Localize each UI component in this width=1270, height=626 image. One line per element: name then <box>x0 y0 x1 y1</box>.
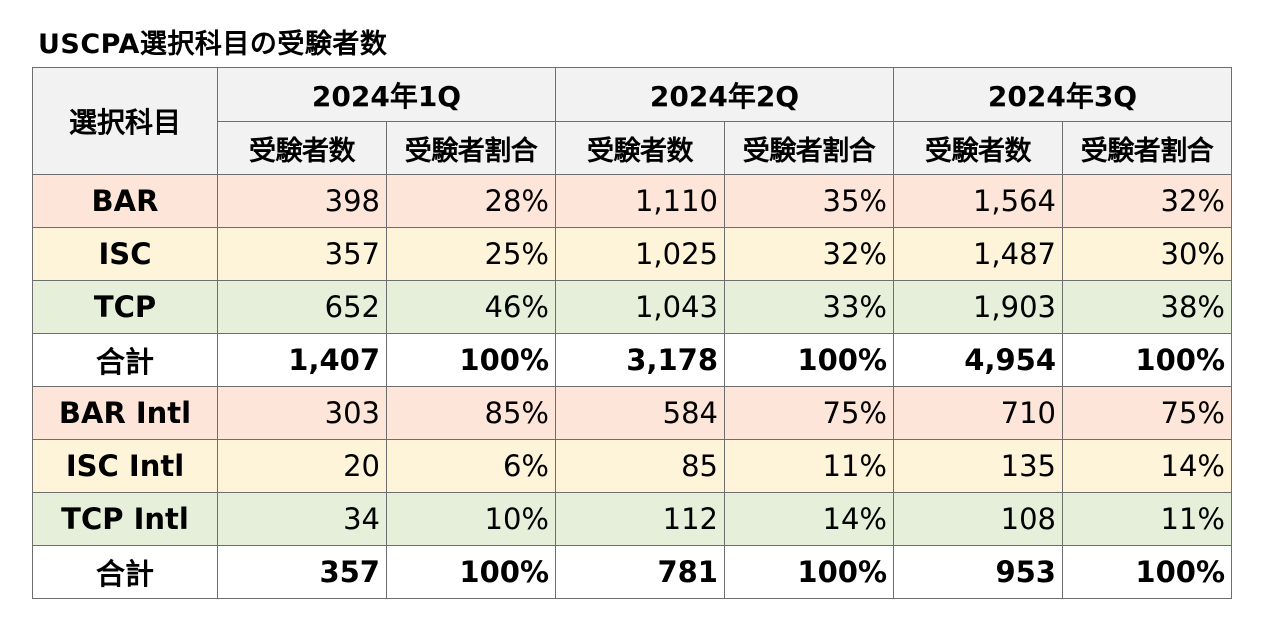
count-cell: 1,903 <box>893 280 1063 334</box>
count-cell: 1,487 <box>893 227 1063 281</box>
table-body: BAR 398 28% 1,110 35% 1,564 32% ISC 357 25% 1,025 3… <box>32 174 1232 599</box>
ratio-cell: 11% <box>1062 492 1232 546</box>
table-row: BAR 398 28% 1,110 35% 1,564 32% <box>32 174 1232 228</box>
ratio-cell: 100% <box>386 545 556 599</box>
ratio-cell: 75% <box>724 386 894 440</box>
count-cell: 3,178 <box>555 333 725 387</box>
table-row: ISC Intl 20 6% 85 11% 135 14% <box>32 439 1232 493</box>
count-cell: 34 <box>217 492 387 546</box>
period-header-cell: 2024年2Q <box>555 67 894 122</box>
count-cell: 953 <box>893 545 1063 599</box>
column-header-cell: 受験者割合 <box>386 121 556 175</box>
count-cell: 357 <box>217 545 387 599</box>
ratio-cell: 30% <box>1062 227 1232 281</box>
row-label-cell: ISC <box>32 227 218 281</box>
row-label-cell: TCP Intl <box>32 492 218 546</box>
count-cell: 1,025 <box>555 227 725 281</box>
row-label-cell: 合計 <box>32 333 218 387</box>
period-header-row: 選択科目 2024年1Q 2024年2Q 2024年3Q <box>32 67 1232 175</box>
table-row: ISC 357 25% 1,025 32% 1,487 30% <box>32 227 1232 281</box>
count-cell: 1,110 <box>555 174 725 228</box>
ratio-cell: 14% <box>1062 439 1232 493</box>
column-header-cell: 受験者数 <box>893 121 1063 175</box>
ratio-cell: 46% <box>386 280 556 334</box>
count-cell: 112 <box>555 492 725 546</box>
count-cell: 20 <box>217 439 387 493</box>
count-cell: 108 <box>893 492 1063 546</box>
ratio-cell: 6% <box>386 439 556 493</box>
row-label-cell: 合計 <box>32 545 218 599</box>
table-row: TCP 652 46% 1,043 33% 1,903 38% <box>32 280 1232 334</box>
count-cell: 584 <box>555 386 725 440</box>
column-header-cell: 受験者割合 <box>724 121 894 175</box>
ratio-cell: 33% <box>724 280 894 334</box>
count-cell: 1,043 <box>555 280 725 334</box>
column-header-row: 受験者数 受験者割合 受験者数 受験者割合 受験者数 受験者割合 <box>33 121 1232 175</box>
ratio-cell: 25% <box>386 227 556 281</box>
row-label-cell: TCP <box>32 280 218 334</box>
ratio-cell: 100% <box>386 333 556 387</box>
count-cell: 781 <box>555 545 725 599</box>
ratio-cell: 85% <box>386 386 556 440</box>
ratio-cell: 35% <box>724 174 894 228</box>
ratio-cell: 32% <box>724 227 894 281</box>
count-cell: 357 <box>217 227 387 281</box>
count-cell: 303 <box>217 386 387 440</box>
ratio-cell: 75% <box>1062 386 1232 440</box>
count-cell: 85 <box>555 439 725 493</box>
row-label-cell: BAR Intl <box>32 386 218 440</box>
ratio-cell: 100% <box>1062 545 1232 599</box>
ratio-cell: 14% <box>724 492 894 546</box>
exam-takers-table: 選択科目 2024年1Q 2024年2Q 2024年3Q 受験者数 受験者割合 … <box>32 67 1232 599</box>
table-row: TCP Intl 34 10% 112 14% 108 11% <box>32 492 1232 546</box>
ratio-cell: 100% <box>724 333 894 387</box>
count-cell: 1,407 <box>217 333 387 387</box>
ratio-cell: 28% <box>386 174 556 228</box>
period-header-cell: 2024年3Q <box>893 67 1232 122</box>
ratio-cell: 10% <box>386 492 556 546</box>
count-cell: 4,954 <box>893 333 1063 387</box>
column-header-cell: 受験者数 <box>217 121 387 175</box>
ratio-cell: 11% <box>724 439 894 493</box>
column-header-cell: 受験者数 <box>555 121 725 175</box>
total-row: 合計 1,407 100% 3,178 100% 4,954 100% <box>32 333 1232 387</box>
count-cell: 652 <box>217 280 387 334</box>
ratio-cell: 100% <box>724 545 894 599</box>
corner-header-cell: 選択科目 <box>32 67 218 175</box>
row-label-cell: ISC Intl <box>32 439 218 493</box>
ratio-cell: 38% <box>1062 280 1232 334</box>
count-cell: 710 <box>893 386 1063 440</box>
row-label-cell: BAR <box>32 174 218 228</box>
ratio-cell: 100% <box>1062 333 1232 387</box>
page-title: USCPA選択科目の受験者数 <box>38 29 388 60</box>
count-cell: 1,564 <box>893 174 1063 228</box>
column-header-cell: 受験者割合 <box>1062 121 1232 175</box>
count-cell: 135 <box>893 439 1063 493</box>
total-row: 合計 357 100% 781 100% 953 100% <box>32 545 1232 599</box>
period-header-cell: 2024年1Q <box>217 67 556 122</box>
table-row: BAR Intl 303 85% 584 75% 710 75% <box>32 386 1232 440</box>
ratio-cell: 32% <box>1062 174 1232 228</box>
count-cell: 398 <box>217 174 387 228</box>
